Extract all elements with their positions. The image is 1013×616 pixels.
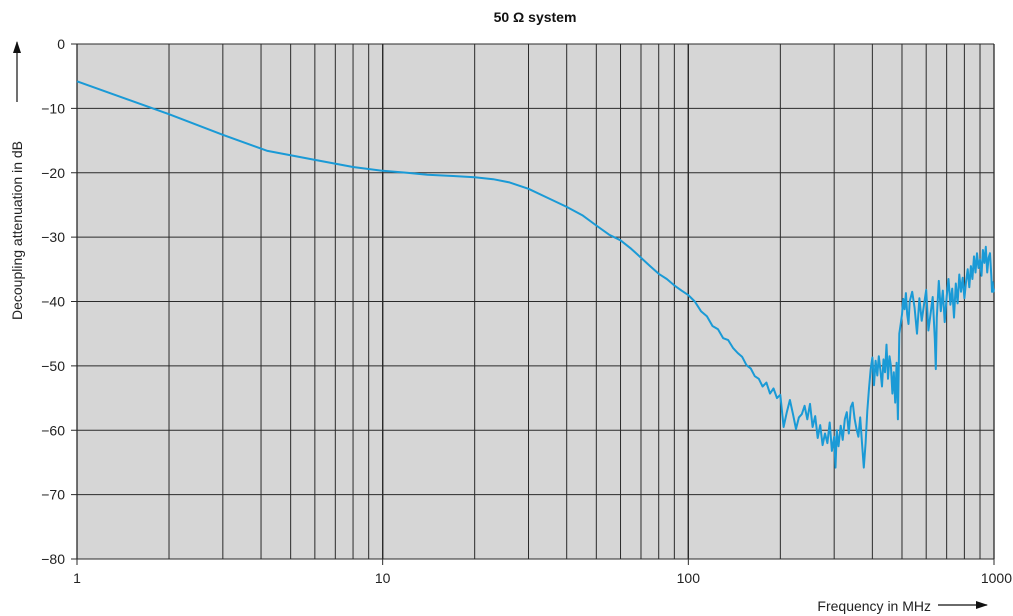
y-axis-label: Decoupling attenuation in dB [9,141,25,320]
x-tick-labels: 1 10 100 1000 [73,559,1012,586]
y-tick-labels: 0 −10 −20 −30 −40 −50 −60 −70 −80 [41,36,65,567]
x-axis-label: Frequency in MHz [817,598,931,614]
y-tick-label: −70 [41,487,65,503]
y-tick-label: −10 [41,100,65,116]
x-tick-label: 10 [375,570,391,586]
y-tick-label: −60 [41,422,65,438]
x-tick-label: 1000 [981,570,1012,586]
y-tick-label: −50 [41,358,65,374]
y-tick-label: 0 [57,36,65,52]
chart-title: 50 Ω system [494,9,577,25]
y-tick-label: −30 [41,229,65,245]
x-tick-label: 100 [677,570,701,586]
series-line [76,80,995,469]
x-tick-label: 1 [73,570,81,586]
y-tick-label: −40 [41,294,65,310]
y-tick-label: −80 [41,551,65,567]
y-tick-label: −20 [41,165,65,181]
horizontal-gridlines [71,43,994,560]
